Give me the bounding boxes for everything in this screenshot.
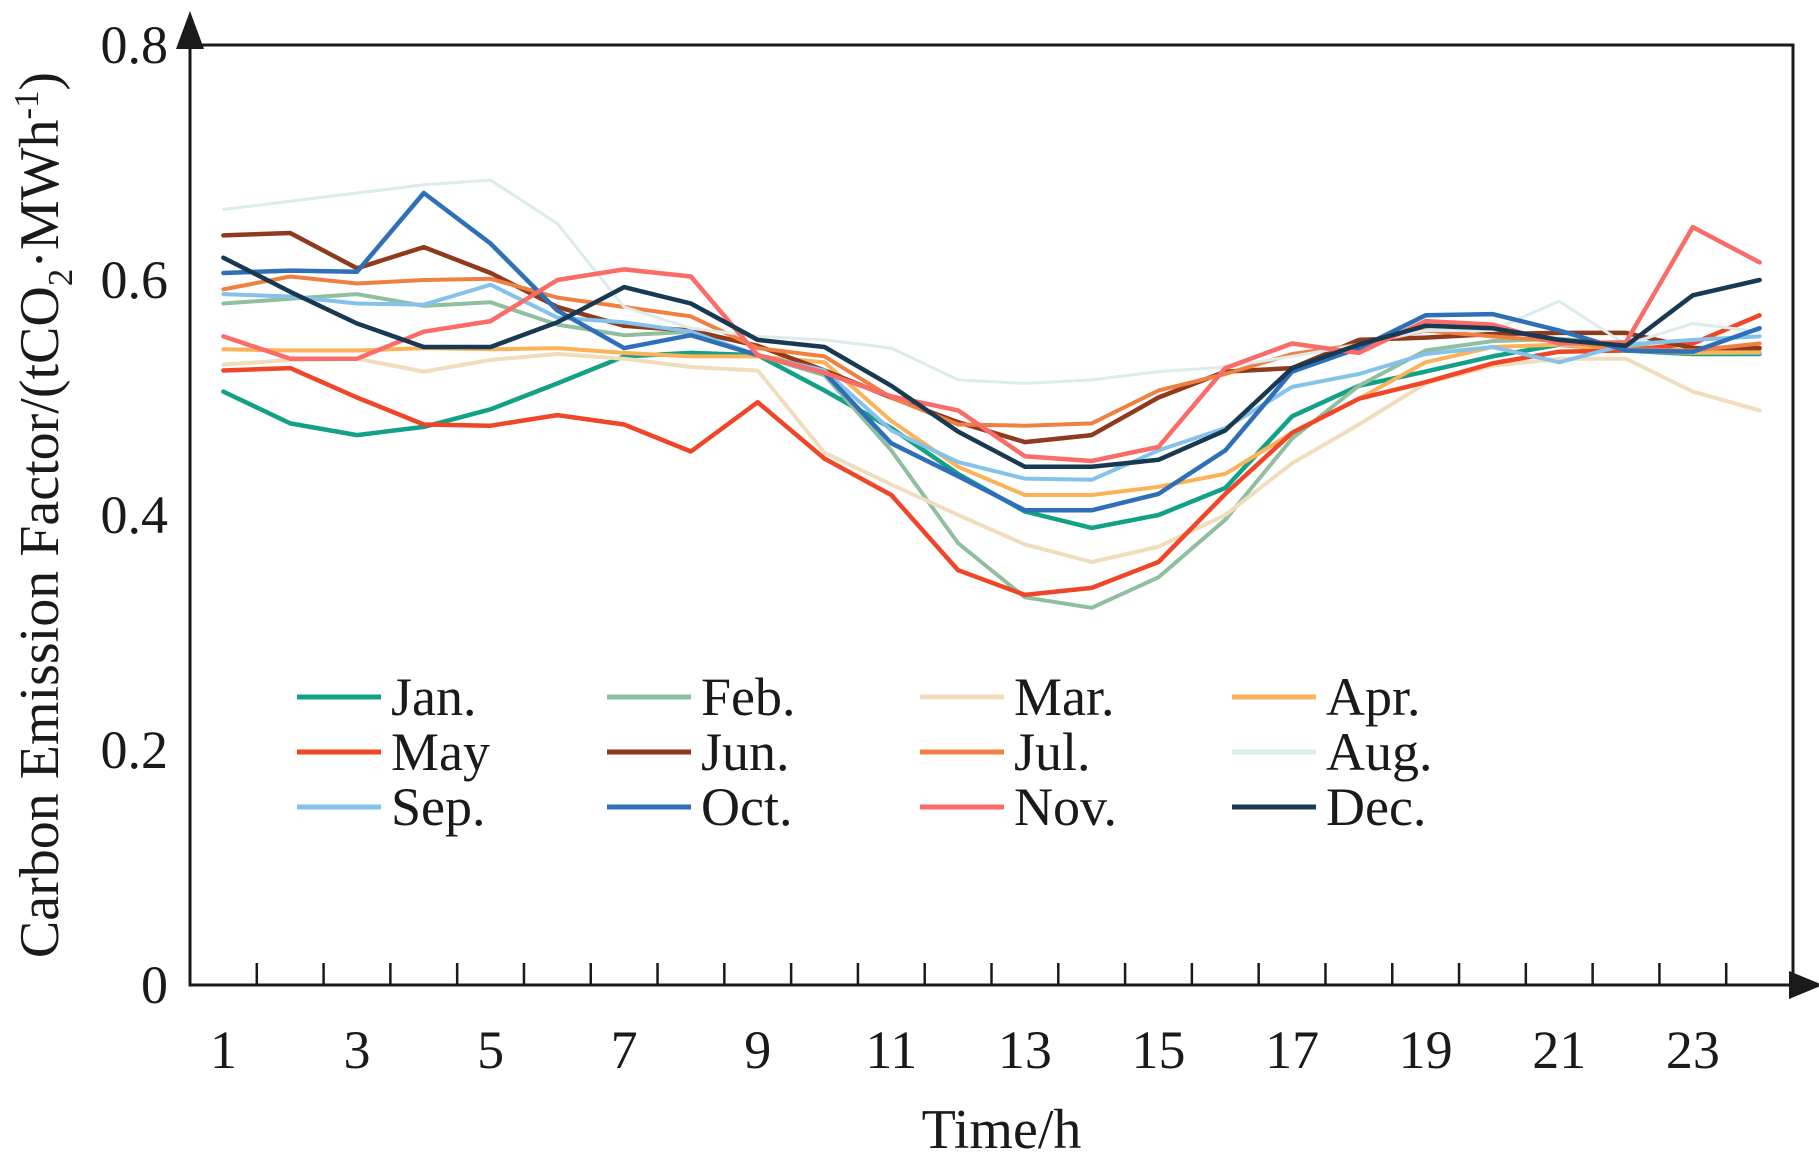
y-tick-label: 0.6 xyxy=(101,250,169,310)
x-tick-label: 7 xyxy=(611,1020,638,1080)
series-line-dec xyxy=(221,255,1762,470)
x-tick-label: 1 xyxy=(210,1020,237,1080)
plot-border xyxy=(188,43,1795,987)
y-axis-title: Carbon Emission Factor/(tCO2·MWh-1) xyxy=(7,72,80,958)
x-tick-label: 9 xyxy=(744,1020,771,1080)
legend-label-aug: Aug. xyxy=(1326,722,1433,782)
legend-item-nov: Nov. xyxy=(920,777,1117,837)
x-tick-label: 23 xyxy=(1666,1020,1720,1080)
series-line-feb xyxy=(221,292,1762,610)
legend-label-oct: Oct. xyxy=(701,777,792,837)
legend-item-jul: Jul. xyxy=(920,722,1091,782)
legend-label-jun: Jun. xyxy=(701,722,790,782)
legend-label-may: May xyxy=(391,722,490,782)
x-tick-label: 5 xyxy=(477,1020,504,1080)
legend-item-oct: Oct. xyxy=(607,777,792,837)
legend-item-apr: Apr. xyxy=(1232,667,1421,727)
x-axis-arrow-icon xyxy=(1789,971,1819,999)
series-line-mar xyxy=(221,352,1762,564)
legend-label-jul: Jul. xyxy=(1014,722,1091,782)
x-tick-label: 19 xyxy=(1399,1020,1453,1080)
legend-label-nov: Nov. xyxy=(1014,777,1117,837)
x-tick-label: 13 xyxy=(998,1020,1052,1080)
legend-label-mar: Mar. xyxy=(1014,667,1115,727)
x-tick-label: 3 xyxy=(343,1020,370,1080)
legend-item-mar: Mar. xyxy=(920,667,1115,727)
legend-item-dec: Dec. xyxy=(1232,777,1426,837)
series-line-aug xyxy=(221,178,1762,385)
y-axis-arrow-icon xyxy=(176,11,204,49)
y-tick-label: 0.2 xyxy=(101,720,169,780)
series-line-jan xyxy=(221,342,1762,531)
legend-label-feb: Feb. xyxy=(701,667,796,727)
legend-item-jun: Jun. xyxy=(607,722,790,782)
x-tick-label: 11 xyxy=(865,1020,917,1080)
legend-item-sep: Sep. xyxy=(297,777,486,837)
y-tick-label: 0 xyxy=(141,955,168,1015)
legend-label-dec: Dec. xyxy=(1326,777,1426,837)
y-tick-label: 0.4 xyxy=(101,485,169,545)
legend-label-jan: Jan. xyxy=(391,667,476,727)
legend-label-apr: Apr. xyxy=(1326,667,1421,727)
series-line-oct xyxy=(221,190,1762,513)
x-axis-title: Time/h xyxy=(922,1099,1082,1161)
series-line-nov xyxy=(221,224,1762,464)
legend-item-aug: Aug. xyxy=(1232,722,1433,782)
legend-item-jan: Jan. xyxy=(297,667,476,727)
series-line-jul xyxy=(221,274,1762,428)
x-tick-label: 17 xyxy=(1265,1020,1319,1080)
legend-label-sep: Sep. xyxy=(391,777,486,837)
series-line-may xyxy=(221,313,1762,598)
y-tick-label: 0.8 xyxy=(101,15,169,75)
legend-item-may: May xyxy=(297,722,490,782)
series-line-sep xyxy=(221,282,1762,482)
x-tick-label: 15 xyxy=(1131,1020,1185,1080)
legend-item-feb: Feb. xyxy=(607,667,796,727)
x-tick-label: 21 xyxy=(1532,1020,1586,1080)
